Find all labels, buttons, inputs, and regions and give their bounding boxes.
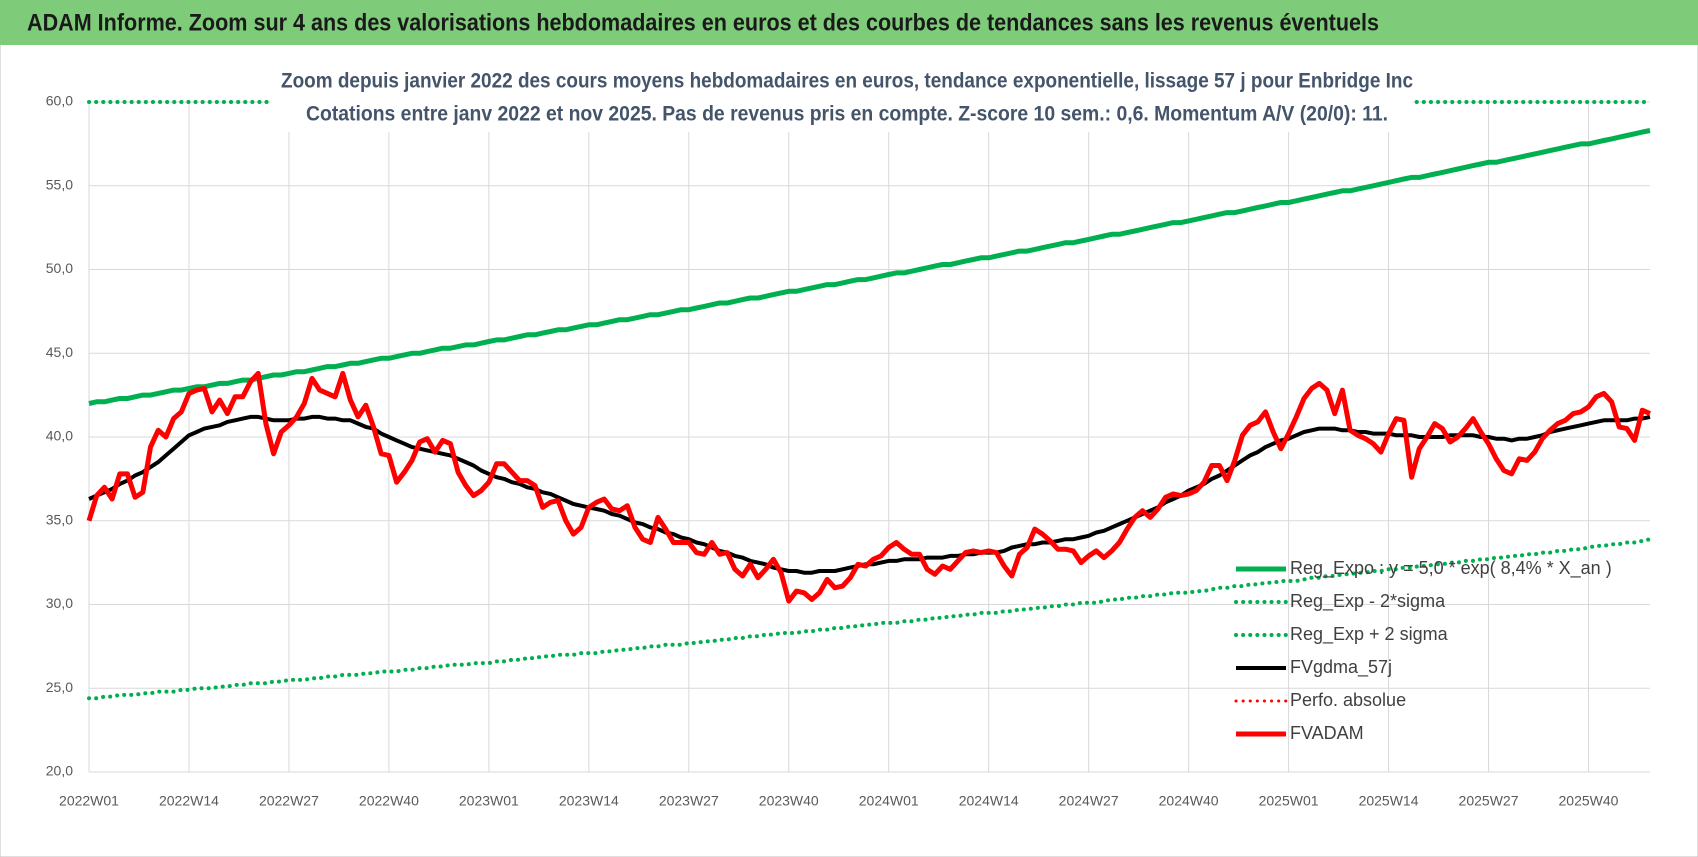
y-tick-label: 20,0 — [46, 763, 73, 779]
chart-title: ADAM Informe. Zoom sur 4 ans des valoris… — [27, 9, 1379, 36]
x-tick-label: 2022W14 — [159, 793, 219, 809]
x-tick-label: 2025W27 — [1459, 793, 1519, 809]
series-line — [86, 370, 1652, 604]
y-tick-label: 40,0 — [46, 428, 73, 444]
x-tick-label: 2023W40 — [759, 793, 819, 809]
y-tick-label: 30,0 — [46, 595, 73, 611]
x-tick-label: 2024W14 — [959, 793, 1019, 809]
series-line — [87, 537, 1652, 701]
x-tick-label: 2022W40 — [359, 793, 419, 809]
chart-subtitle: Zoom depuis janvier 2022 des cours moyen… — [281, 70, 1413, 93]
x-tick-label: 2023W27 — [659, 793, 719, 809]
legend-label: Reg_Expo : y = 5,0 * exp( 8,4% * X_an ) — [1290, 558, 1612, 579]
x-tick-label: 2023W14 — [559, 793, 619, 809]
header-bar — [0, 0, 1698, 45]
x-tick-label: 2023W01 — [459, 793, 519, 809]
y-tick-label: 55,0 — [46, 176, 73, 192]
legend-label: Reg_Exp - 2*sigma — [1290, 591, 1446, 612]
y-tick-label: 35,0 — [46, 511, 73, 527]
subtitle-background — [271, 64, 1413, 132]
chart-subtitle: Cotations entre janv 2022 et nov 2025. P… — [306, 103, 1388, 126]
legend-label: FVgdma_57j — [1290, 657, 1392, 678]
x-tick-label: 2025W01 — [1259, 793, 1319, 809]
legend-label: Perfo. absolue — [1290, 690, 1406, 710]
x-tick-label: 2025W40 — [1559, 793, 1619, 809]
legend-label: FVADAM — [1290, 723, 1364, 743]
x-tick-label: 2024W27 — [1059, 793, 1119, 809]
legend-label: Reg_Exp + 2 sigma — [1290, 624, 1449, 645]
y-tick-label: 50,0 — [46, 260, 73, 276]
x-tick-label: 2022W01 — [59, 793, 119, 809]
y-tick-label: 60,0 — [46, 93, 73, 109]
x-tick-label: 2025W14 — [1359, 793, 1419, 809]
y-tick-label: 25,0 — [46, 679, 73, 695]
x-tick-label: 2024W40 — [1159, 793, 1219, 809]
x-tick-label: 2024W01 — [859, 793, 919, 809]
series-line — [88, 128, 1651, 406]
y-tick-label: 45,0 — [46, 344, 73, 360]
x-tick-label: 2022W27 — [259, 793, 319, 809]
